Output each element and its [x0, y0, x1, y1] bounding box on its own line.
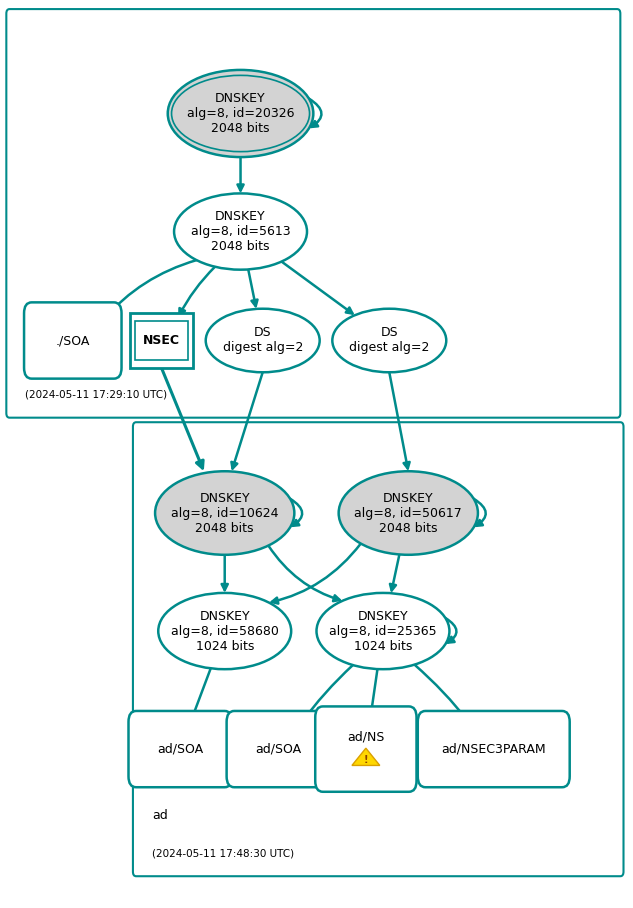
Text: ./SOA: ./SOA [56, 334, 90, 347]
FancyBboxPatch shape [128, 711, 232, 787]
Text: ad/SOA: ad/SOA [256, 743, 301, 755]
Text: DS
digest alg=2: DS digest alg=2 [349, 327, 429, 354]
Text: DNSKEY
alg=8, id=50617
2048 bits: DNSKEY alg=8, id=50617 2048 bits [354, 491, 462, 535]
Ellipse shape [206, 309, 320, 372]
Ellipse shape [339, 471, 478, 555]
Text: DNSKEY
alg=8, id=10624
2048 bits: DNSKEY alg=8, id=10624 2048 bits [171, 491, 279, 535]
Text: DNSKEY
alg=8, id=58680
1024 bits: DNSKEY alg=8, id=58680 1024 bits [171, 609, 279, 653]
Ellipse shape [174, 193, 307, 270]
Ellipse shape [158, 593, 291, 669]
FancyBboxPatch shape [6, 9, 620, 418]
Polygon shape [352, 748, 380, 765]
Text: DNSKEY
alg=8, id=5613
2048 bits: DNSKEY alg=8, id=5613 2048 bits [191, 210, 291, 253]
FancyBboxPatch shape [315, 706, 417, 792]
FancyBboxPatch shape [133, 422, 624, 876]
FancyBboxPatch shape [227, 711, 330, 787]
FancyBboxPatch shape [130, 313, 193, 368]
Text: (2024-05-11 17:29:10 UTC): (2024-05-11 17:29:10 UTC) [25, 390, 168, 400]
Text: (2024-05-11 17:48:30 UTC): (2024-05-11 17:48:30 UTC) [152, 848, 294, 858]
Ellipse shape [316, 593, 449, 669]
Text: ad/NSEC3PARAM: ad/NSEC3PARAM [441, 743, 546, 755]
Text: DS
digest alg=2: DS digest alg=2 [223, 327, 303, 354]
Text: DNSKEY
alg=8, id=20326
2048 bits: DNSKEY alg=8, id=20326 2048 bits [187, 92, 294, 135]
Ellipse shape [332, 309, 446, 372]
Ellipse shape [168, 70, 313, 157]
FancyBboxPatch shape [418, 711, 570, 787]
Text: ad/SOA: ad/SOA [158, 743, 203, 755]
Text: NSEC: NSEC [143, 334, 180, 347]
Text: !: ! [363, 755, 368, 765]
Ellipse shape [155, 471, 294, 555]
Text: ad: ad [152, 809, 168, 822]
Text: .: . [25, 350, 29, 363]
Text: ad/NS: ad/NS [347, 731, 385, 744]
Text: DNSKEY
alg=8, id=25365
1024 bits: DNSKEY alg=8, id=25365 1024 bits [329, 609, 437, 653]
FancyBboxPatch shape [24, 302, 122, 379]
